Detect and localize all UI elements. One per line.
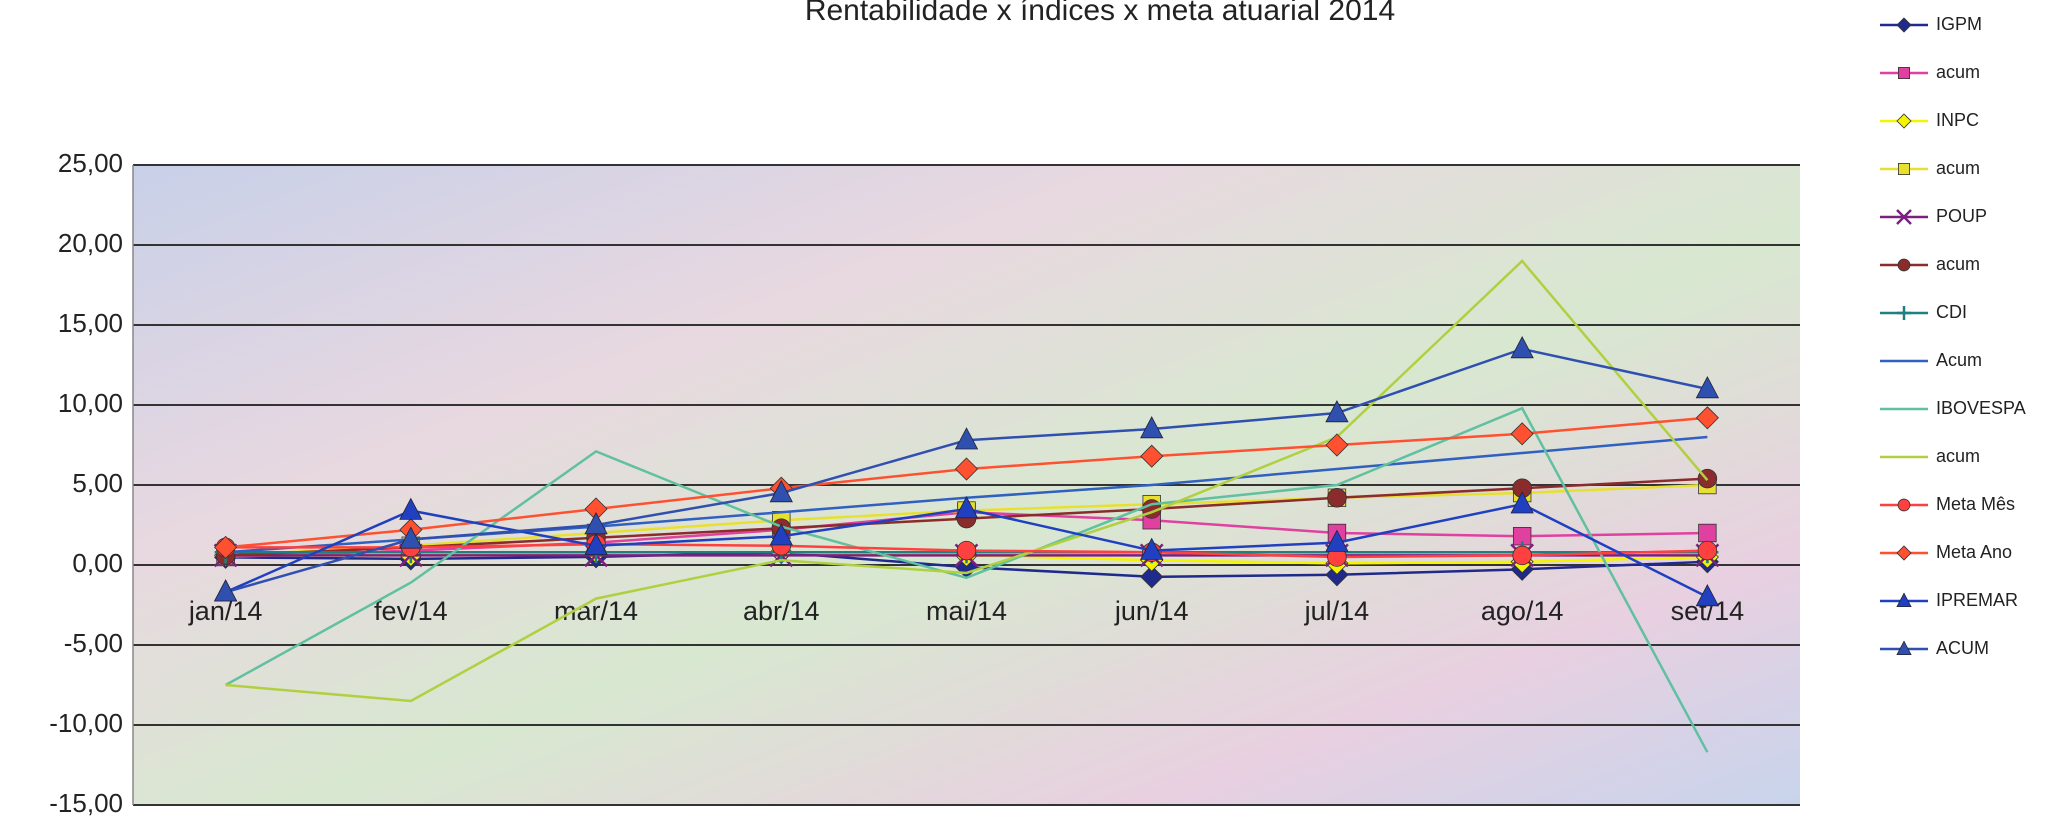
legend-label: acum — [1936, 62, 1980, 82]
point — [1695, 584, 1720, 607]
point — [769, 480, 793, 503]
legend-label: IPREMAR — [1936, 590, 2018, 610]
legend-marker — [1896, 640, 1912, 655]
legend-marker — [1896, 209, 1912, 225]
x-tick-label: ago/14 — [1481, 596, 1564, 626]
point — [954, 457, 979, 481]
legend-marker — [1897, 498, 1911, 512]
y-tick-label: 15,00 — [58, 308, 123, 338]
legend-marker — [1898, 162, 1911, 175]
legend-label: IBOVESPA — [1936, 398, 2026, 418]
point — [1140, 537, 1164, 560]
x-tick-label: jun/14 — [1114, 596, 1189, 626]
y-tick-label: 20,00 — [58, 228, 123, 258]
point — [1140, 565, 1164, 589]
legend-label: POUP — [1936, 206, 1987, 226]
legend-marker — [1896, 17, 1912, 33]
legend-label: Meta Mês — [1936, 494, 2015, 514]
y-tick-label: 5,00 — [72, 468, 123, 498]
point — [1698, 523, 1717, 543]
x-tick-label: jul/14 — [1304, 596, 1370, 626]
y-tick-label: -15,00 — [49, 788, 123, 818]
legend-label: Meta Ano — [1936, 542, 2012, 562]
legend-marker — [1896, 592, 1912, 607]
point — [213, 579, 238, 602]
point — [1695, 406, 1719, 430]
point — [1510, 422, 1534, 446]
point — [1327, 488, 1347, 508]
point — [1510, 336, 1534, 359]
legend-marker — [1897, 258, 1911, 272]
point — [399, 497, 423, 520]
point — [214, 535, 238, 559]
chart-title: Rentabilidade x índices x meta atuarial … — [805, 0, 1395, 27]
legend-label: Acum — [1936, 350, 1982, 370]
point — [954, 496, 979, 519]
point — [399, 526, 423, 549]
point — [1512, 545, 1532, 566]
y-tick-label: -5,00 — [64, 628, 123, 658]
point — [584, 512, 608, 535]
legend-label: acum — [1936, 446, 1980, 466]
x-tick-label: fev/14 — [374, 596, 448, 626]
point — [1325, 400, 1349, 423]
point — [584, 532, 608, 555]
point — [1325, 433, 1349, 457]
point — [956, 540, 977, 561]
point — [1695, 376, 1720, 399]
x-tick-label: mai/14 — [926, 596, 1007, 626]
point — [1325, 529, 1349, 552]
point — [1140, 444, 1164, 468]
x-tick-label: mar/14 — [554, 596, 638, 626]
y-tick-label: 0,00 — [72, 548, 123, 578]
y-tick-label: -10,00 — [49, 708, 123, 738]
point — [1140, 416, 1164, 439]
series-line — [225, 406, 1709, 753]
legend-label: INPC — [1936, 110, 1979, 130]
point — [1510, 491, 1534, 514]
x-tick-label: abr/14 — [743, 596, 820, 626]
legend-label: acum — [1936, 254, 1980, 274]
legend-marker — [1896, 545, 1912, 561]
y-tick-label: 10,00 — [58, 388, 123, 418]
point — [954, 427, 979, 450]
legend-label: acum — [1936, 158, 1980, 178]
legend-label: ACUM — [1936, 638, 1989, 658]
series-line — [225, 259, 1709, 703]
legend-marker — [1896, 113, 1912, 129]
point — [1697, 540, 1718, 561]
y-tick-label: 25,00 — [58, 148, 123, 178]
legend-label: IGPM — [1936, 14, 1982, 34]
legend-marker — [1897, 306, 1911, 320]
point — [769, 523, 793, 546]
legend-label: CDI — [1936, 302, 1967, 322]
legend-marker — [1898, 67, 1911, 80]
